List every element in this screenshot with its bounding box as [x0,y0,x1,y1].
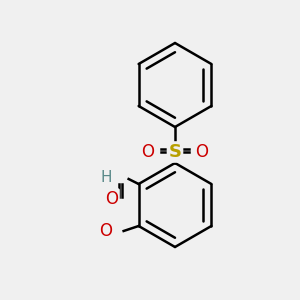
Text: O: O [142,143,154,161]
Text: O: O [99,222,112,240]
Text: O: O [196,143,208,161]
Text: H: H [100,169,112,184]
Text: O: O [105,190,118,208]
Text: S: S [169,143,182,161]
